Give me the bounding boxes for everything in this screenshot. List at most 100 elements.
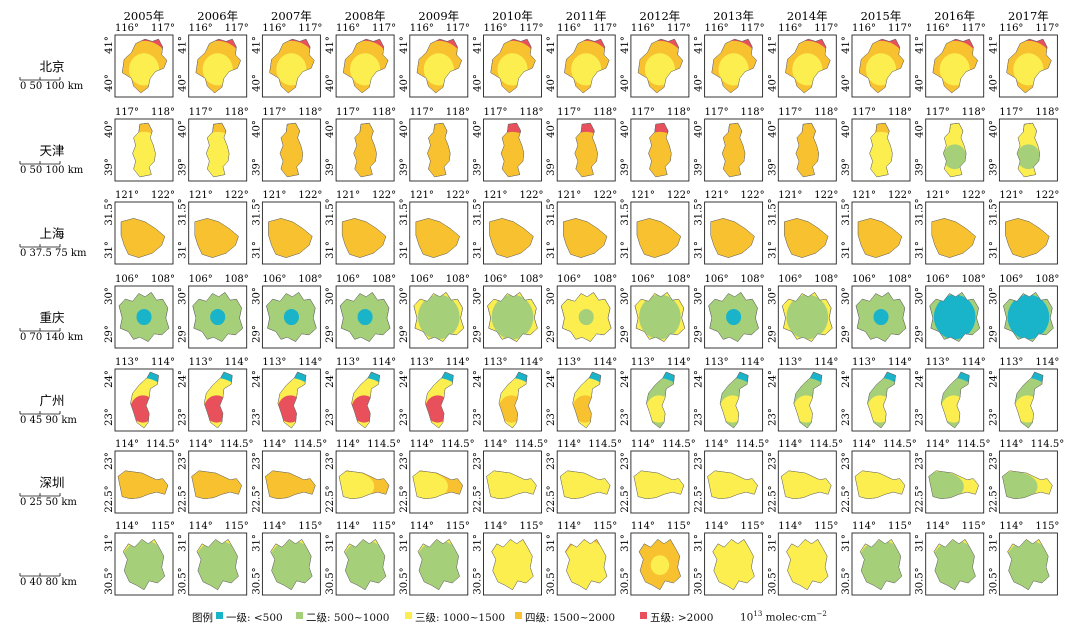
legend-swatch-5 xyxy=(640,612,647,619)
y-tick-label: 24° xyxy=(694,370,705,388)
y-tick-label: 31° xyxy=(104,534,115,552)
level-ring xyxy=(873,308,889,326)
region-border xyxy=(784,218,829,258)
y-tick-label: 40° xyxy=(473,120,484,138)
year-label: 2005年 xyxy=(124,9,165,23)
y-tick-label: 23° xyxy=(251,408,262,426)
region-border xyxy=(574,122,598,178)
x-tick-label: 106° xyxy=(631,274,655,285)
x-tick-label: 113° xyxy=(115,357,139,368)
x-tick-label: 121° xyxy=(557,190,581,201)
x-tick-label: 116° xyxy=(557,23,581,34)
x-tick-label: 114.5° xyxy=(220,439,254,450)
legend-label-2: 二级: 500~1000 xyxy=(306,612,390,624)
level-ring xyxy=(652,308,668,326)
y-tick-label: 23° xyxy=(841,408,852,426)
scale-bar-label: 0 45 90 km xyxy=(20,415,77,426)
x-tick-label: 114° xyxy=(631,521,655,532)
level-ring xyxy=(357,308,373,326)
y-tick-label: 23° xyxy=(178,452,189,470)
y-tick-label: 31° xyxy=(325,534,336,552)
level-ring xyxy=(132,144,156,170)
x-tick-label: 117° xyxy=(557,107,581,118)
y-tick-label: 40° xyxy=(178,74,189,92)
y-tick-label: 40° xyxy=(988,74,999,92)
y-tick-label: 30° xyxy=(325,287,336,305)
x-tick-label: 116° xyxy=(262,23,286,34)
y-tick-label: 31.5° xyxy=(251,198,262,225)
y-tick-label: 31.5° xyxy=(178,198,189,225)
x-tick-label: 113° xyxy=(926,357,950,368)
level-ring xyxy=(191,471,227,499)
legend: 图例 一级: <500 二级: 500~1000 三级: 1000~1500 四… xyxy=(0,604,1068,630)
level-ring xyxy=(343,218,379,255)
x-tick-label: 114° xyxy=(1035,357,1059,368)
x-tick-label: 118° xyxy=(593,107,617,118)
legend-swatch-1 xyxy=(216,612,223,619)
x-tick-label: 121° xyxy=(999,190,1023,201)
concentration-rings xyxy=(565,540,607,590)
x-tick-label: 116° xyxy=(115,23,139,34)
region-border xyxy=(196,539,239,591)
y-tick-label: 22.5° xyxy=(473,485,484,512)
level-ring xyxy=(1020,308,1036,326)
y-tick-label: 39° xyxy=(988,158,999,176)
x-tick-label: 114° xyxy=(814,357,838,368)
x-tick-label: 114.5° xyxy=(883,439,917,450)
x-tick-label: 106° xyxy=(999,274,1023,285)
y-tick-label: 40° xyxy=(473,74,484,92)
region-border xyxy=(859,539,903,591)
x-tick-label: 117° xyxy=(483,107,507,118)
x-tick-label: 114.5° xyxy=(294,439,328,450)
region-border xyxy=(867,371,896,429)
x-tick-label: 106° xyxy=(410,274,434,285)
y-tick-label: 24° xyxy=(767,370,778,388)
year-label: 2016年 xyxy=(934,9,975,23)
y-tick-label: 39° xyxy=(325,158,336,176)
legend-label-5: 五级: >2000 xyxy=(650,612,714,624)
x-tick-label: 116° xyxy=(852,23,876,34)
x-tick-label: 114° xyxy=(667,357,691,368)
map-grid: 2005年 2006年 2007年 2008年 2009年 2010年 2011年 2012年… xyxy=(19,9,1064,596)
y-tick-label: 24° xyxy=(841,370,852,388)
x-tick-label: 113° xyxy=(852,357,876,368)
y-tick-label: 31° xyxy=(841,241,852,259)
region-border xyxy=(1005,218,1050,258)
y-tick-label: 30.5° xyxy=(178,567,189,594)
concentration-rings xyxy=(712,540,755,590)
x-tick-label: 118° xyxy=(667,107,691,118)
x-tick-label: 108° xyxy=(446,274,470,285)
region-border xyxy=(265,470,316,500)
x-tick-label: 114.5° xyxy=(809,439,843,450)
y-tick-label: 22.5° xyxy=(251,485,262,512)
region-border xyxy=(712,539,755,591)
region-border xyxy=(427,122,451,178)
x-tick-label: 118° xyxy=(1035,107,1059,118)
x-tick-label: 117° xyxy=(225,23,249,34)
concentration-rings xyxy=(639,540,681,590)
x-tick-label: 108° xyxy=(225,274,249,285)
region-border xyxy=(192,292,243,342)
x-tick-label: 117° xyxy=(962,23,986,34)
y-tick-label: 31° xyxy=(178,241,189,259)
x-tick-label: 114° xyxy=(741,357,765,368)
region-border xyxy=(490,38,536,94)
x-tick-label: 122° xyxy=(888,190,912,201)
y-tick-label: 29° xyxy=(694,325,705,343)
legend-label-1: 一级: <500 xyxy=(226,612,283,624)
year-label: 2013年 xyxy=(713,9,754,23)
level-ring xyxy=(648,144,672,170)
x-tick-label: 121° xyxy=(336,190,360,201)
x-tick-label: 122° xyxy=(298,190,322,201)
x-tick-label: 122° xyxy=(225,190,249,201)
y-tick-label: 41° xyxy=(546,36,557,54)
y-tick-label: 39° xyxy=(104,158,115,176)
level-ring xyxy=(945,555,964,576)
x-tick-label: 108° xyxy=(962,274,986,285)
y-tick-label: 24° xyxy=(178,370,189,388)
x-tick-label: 117° xyxy=(631,107,655,118)
x-tick-label: 113° xyxy=(336,357,360,368)
y-tick-label: 30° xyxy=(251,287,262,305)
x-tick-label: 117° xyxy=(1035,23,1059,34)
region-border xyxy=(932,38,978,94)
